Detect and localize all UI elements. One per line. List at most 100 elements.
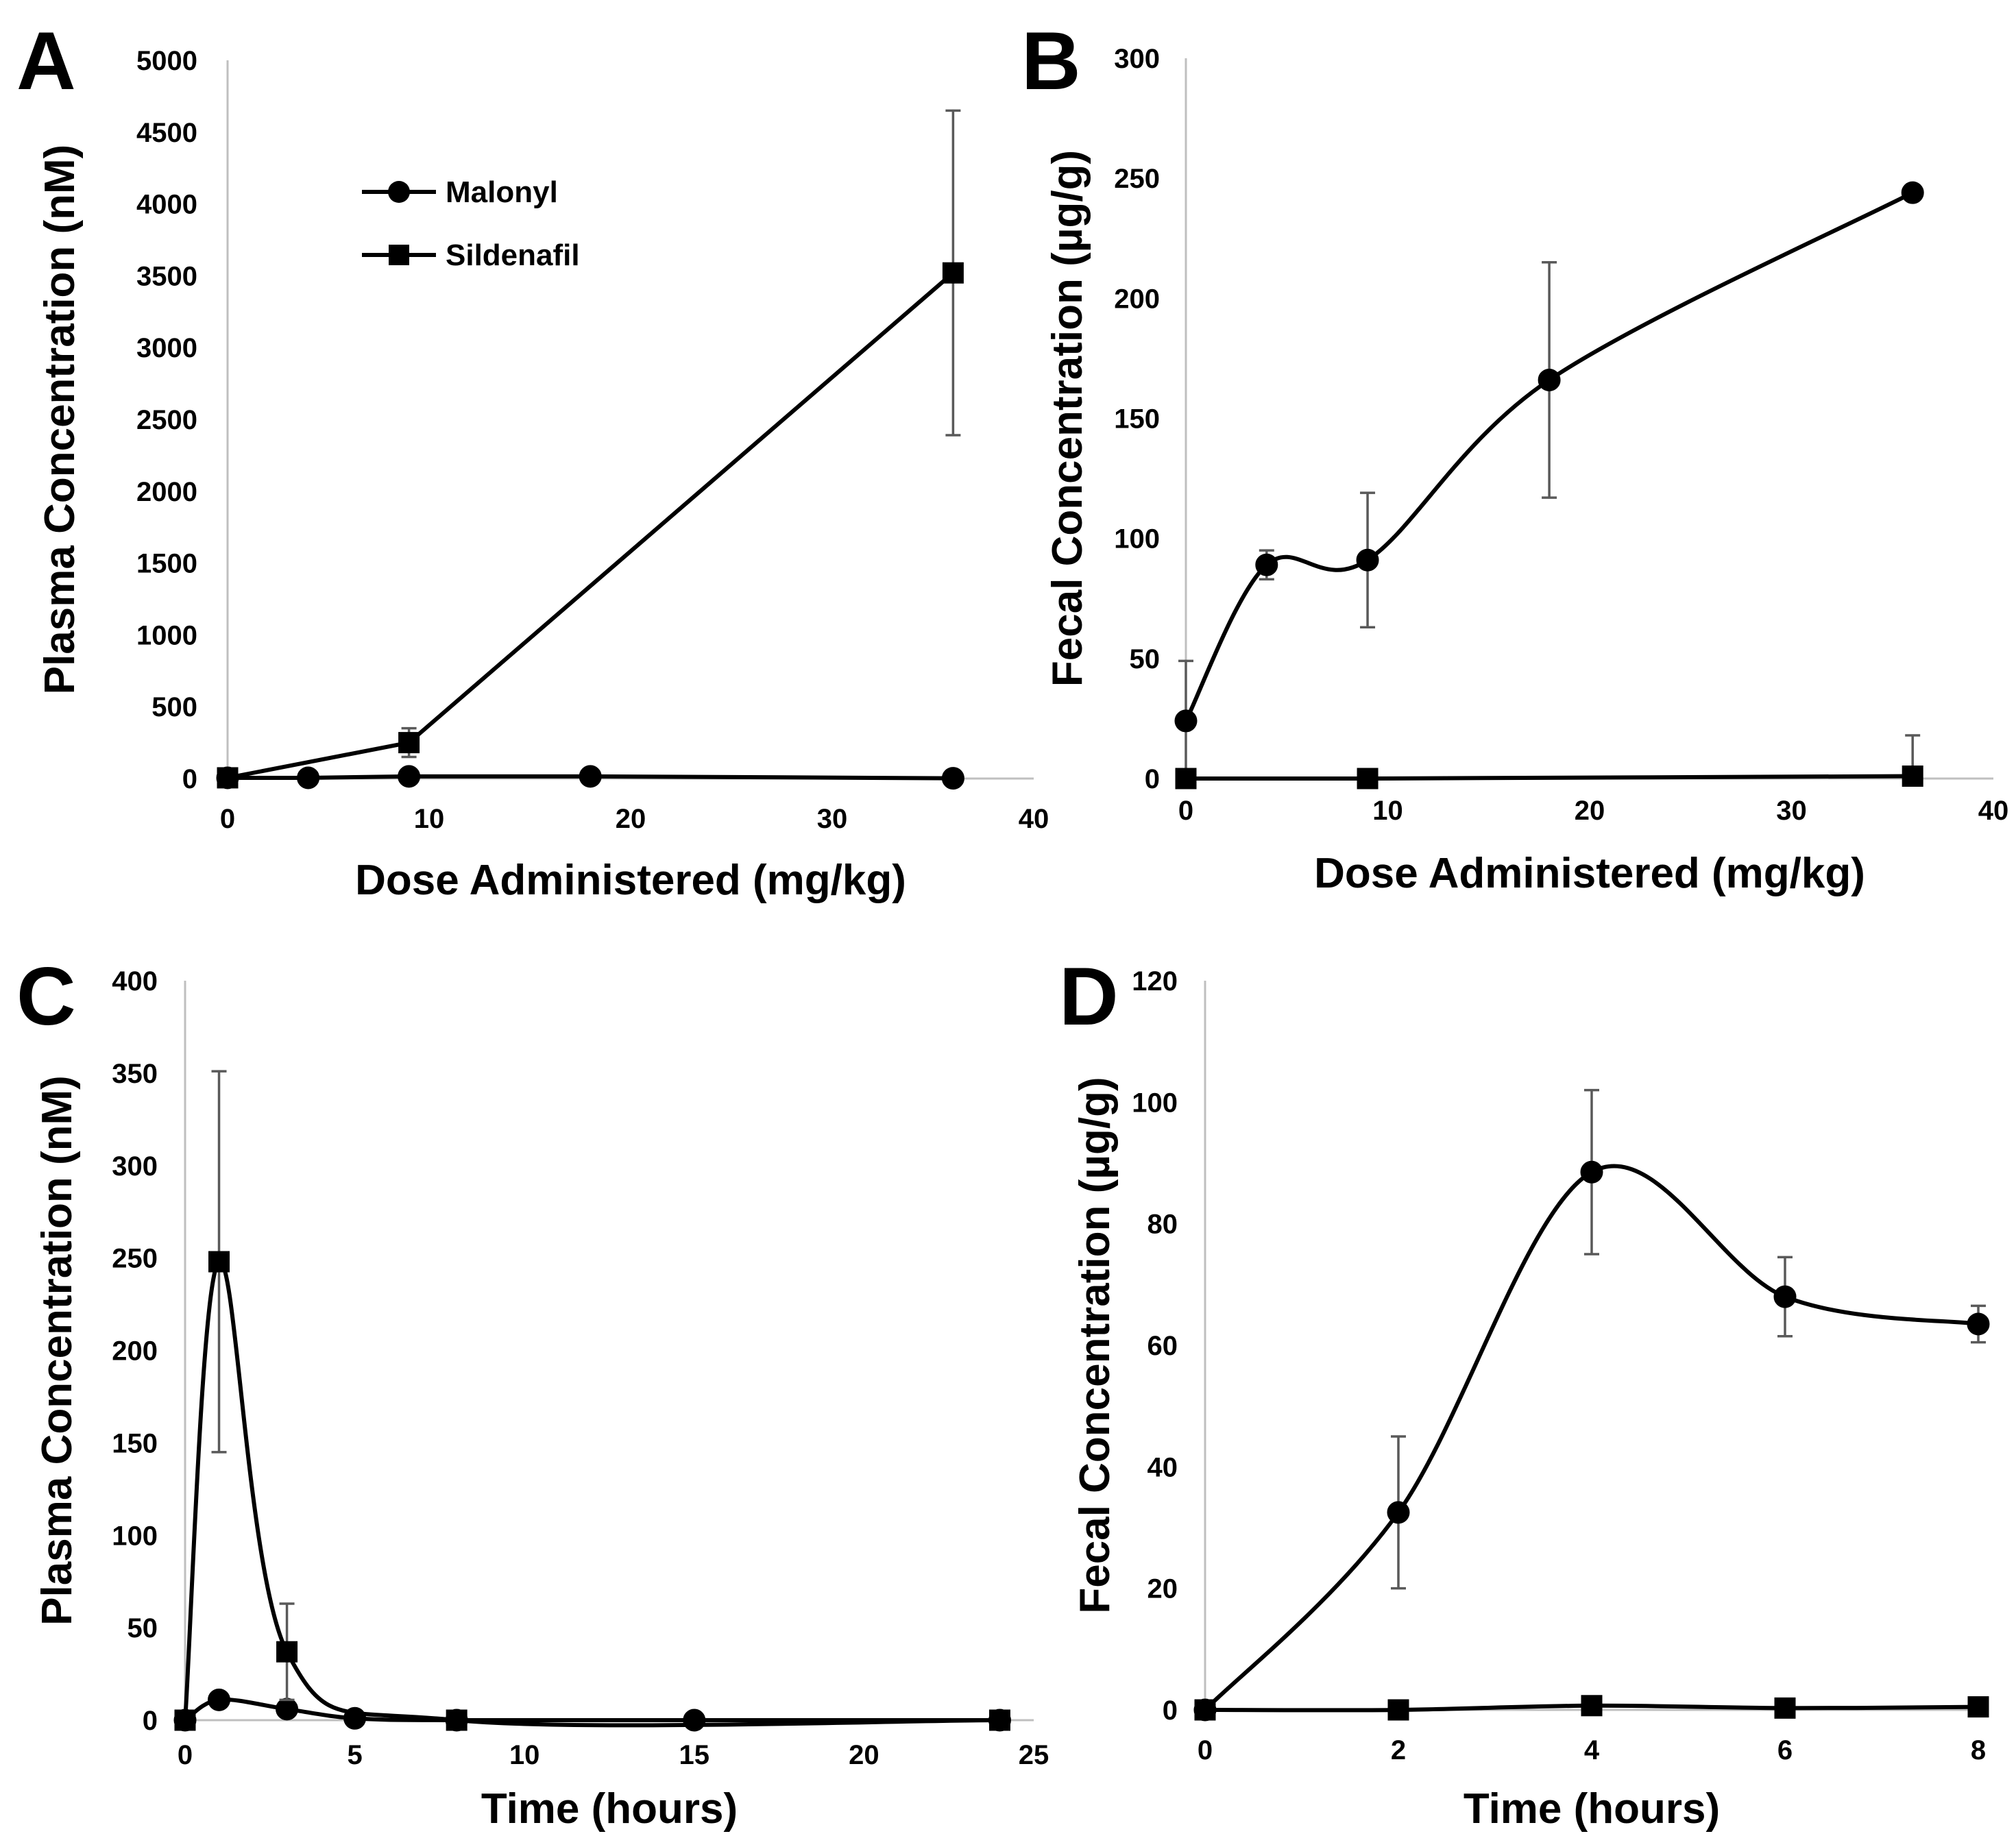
data-point-sildenafil (988, 1709, 1010, 1731)
x-axis-title: Dose Administered (mg/kg) (355, 857, 906, 904)
y-tick-label: 200 (112, 1336, 158, 1367)
y-tick-label: 40 (1147, 1452, 1178, 1482)
data-point-malonyl (297, 766, 320, 790)
y-tick-label: 150 (112, 1428, 158, 1458)
data-point-sildenafil (174, 1709, 196, 1731)
y-tick-label: 350 (112, 1059, 158, 1089)
x-tick-label: 25 (1019, 1740, 1049, 1770)
data-point-malonyl (579, 765, 602, 788)
x-tick-label: 40 (1019, 804, 1049, 834)
y-tick-label: 50 (1130, 644, 1161, 674)
y-tick-label: 300 (1114, 44, 1160, 74)
panel-a: A 0 500 1000 1500 2000 2500 3000 3500 4000 4500 500… (16, 15, 1049, 904)
data-point-sildenafil (1967, 1696, 1989, 1718)
y-tick-label: 500 (151, 692, 197, 722)
y-tick-label: 4000 (136, 190, 197, 220)
data-point-malonyl (941, 767, 964, 790)
panel-letter: A (16, 15, 76, 107)
y-tick-label: 80 (1147, 1210, 1178, 1240)
data-point-malonyl (683, 1709, 706, 1732)
legend: Malonyl Sildenafil (362, 175, 580, 272)
data-point-malonyl (1773, 1285, 1797, 1308)
y-tick-label: 1000 (136, 620, 197, 650)
legend-label: Sildenafil (446, 238, 580, 272)
data-point-malonyl (1901, 181, 1924, 204)
data-point-sildenafil (1581, 1695, 1603, 1717)
data-point-malonyl (398, 765, 421, 788)
series-line-sildenafil (1185, 774, 1913, 781)
data-point-malonyl (1967, 1312, 1990, 1336)
y-tick-label: 2000 (136, 477, 197, 507)
data-point-sildenafil (942, 262, 964, 284)
y-tick-label: 1500 (136, 549, 197, 579)
legend-label: Malonyl (446, 175, 558, 209)
y-tick-label: 2500 (136, 405, 197, 435)
x-tick-label: 20 (616, 804, 646, 834)
series-line-sildenafil (227, 271, 955, 780)
x-tick-label: 8 (1971, 1735, 1986, 1765)
y-tick-label: 300 (112, 1151, 158, 1182)
x-tick-label: 40 (1978, 796, 2009, 826)
data-point-sildenafil (1194, 1699, 1216, 1721)
data-point-malonyl (1174, 709, 1198, 733)
x-tick-label: 15 (679, 1740, 710, 1770)
series-line-malonyl (184, 1697, 1000, 1723)
x-tick-label: 20 (849, 1740, 879, 1770)
data-point-malonyl (208, 1688, 231, 1711)
series-line-sildenafil (183, 1259, 1000, 1728)
x-tick-label: 30 (1776, 796, 1807, 826)
panel-letter: B (1021, 15, 1081, 107)
x-tick-label: 10 (1372, 796, 1403, 826)
y-tick-label: 400 (112, 966, 158, 996)
legend-circle-icon (388, 181, 410, 203)
x-axis-title: Time (hours) (1464, 1785, 1720, 1833)
data-point-sildenafil (1357, 768, 1379, 790)
y-tick-label: 250 (112, 1244, 158, 1274)
y-axis-title: Fecal Concentration (µg/g) (1071, 1077, 1119, 1613)
data-point-malonyl (1255, 553, 1278, 576)
data-point-sildenafil (1902, 765, 1923, 787)
x-tick-label: 30 (817, 804, 848, 834)
x-axis-title: Time (hours) (481, 1785, 738, 1833)
panel-d: D 0 20 40 60 80 100 120 0 2 4 6 8 Time (hours) Fecal C… (1059, 951, 1990, 1833)
y-tick-label: 60 (1147, 1331, 1178, 1361)
data-point-sildenafil (276, 1641, 298, 1663)
data-point-sildenafil (217, 767, 239, 789)
y-tick-label: 0 (1145, 764, 1160, 794)
data-point-malonyl (1356, 548, 1379, 572)
panel-letter: D (1059, 951, 1119, 1042)
data-point-sildenafil (1387, 1699, 1409, 1721)
y-tick-label: 4500 (136, 118, 197, 148)
y-tick-label: 5000 (136, 46, 197, 76)
x-tick-label: 6 (1777, 1735, 1793, 1765)
x-tick-label: 0 (178, 1740, 193, 1770)
y-tick-label: 100 (1114, 524, 1160, 554)
y-tick-label: 0 (1163, 1696, 1178, 1726)
y-tick-label: 20 (1147, 1574, 1178, 1604)
data-point-sildenafil (1175, 768, 1197, 790)
y-tick-label: 150 (1114, 404, 1160, 434)
data-point-sildenafil (208, 1251, 230, 1273)
y-tick-label: 0 (182, 764, 197, 794)
data-point-malonyl (1387, 1501, 1410, 1524)
y-tick-label: 250 (1114, 164, 1160, 194)
x-tick-label: 10 (414, 804, 445, 834)
y-tick-label: 100 (112, 1521, 158, 1551)
panel-letter: C (16, 951, 76, 1042)
y-tick-label: 3000 (136, 333, 197, 363)
x-tick-label: 2 (1391, 1735, 1406, 1765)
x-tick-label: 4 (1584, 1735, 1600, 1765)
legend-square-icon (389, 245, 409, 265)
data-point-sildenafil (398, 732, 420, 754)
y-axis-title: Plasma Concentration (nM) (36, 145, 84, 695)
panel-c: C 0 50 100 150 200 250 300 350 400 0 5 10 15 20 25 Time … (16, 951, 1049, 1833)
data-point-sildenafil (1774, 1697, 1796, 1719)
x-tick-label: 0 (220, 804, 235, 834)
x-tick-label: 10 (509, 1740, 540, 1770)
data-point-sildenafil (446, 1709, 467, 1731)
x-tick-label: 0 (1198, 1735, 1213, 1765)
y-tick-label: 100 (1132, 1088, 1178, 1118)
x-tick-label: 5 (347, 1740, 362, 1770)
y-tick-label: 3500 (136, 261, 197, 291)
